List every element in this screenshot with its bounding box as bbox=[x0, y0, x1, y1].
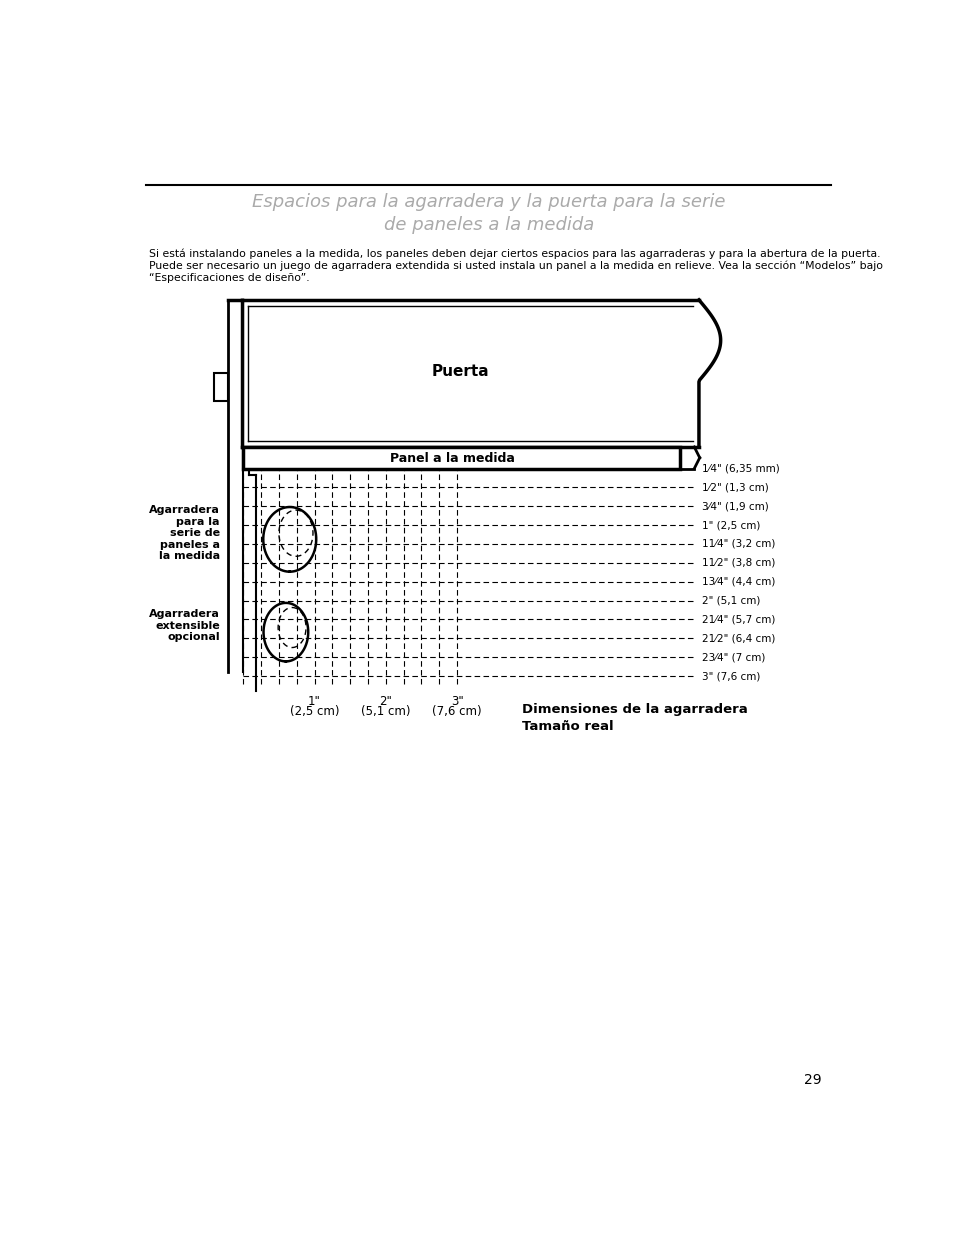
Text: 3": 3" bbox=[451, 694, 463, 708]
Text: 11⁄4" (3,2 cm): 11⁄4" (3,2 cm) bbox=[701, 538, 775, 550]
Text: 21⁄2" (6,4 cm): 21⁄2" (6,4 cm) bbox=[701, 634, 775, 643]
Text: Si está instalando paneles a la medida, los paneles deben dejar ciertos espacios: Si está instalando paneles a la medida, … bbox=[149, 248, 882, 283]
Bar bbox=[213, 373, 228, 401]
Text: (2,5 cm): (2,5 cm) bbox=[290, 705, 339, 719]
Bar bbox=[243, 447, 679, 468]
Text: 1⁄4" (6,35 mm): 1⁄4" (6,35 mm) bbox=[701, 463, 779, 473]
Text: (7,6 cm): (7,6 cm) bbox=[432, 705, 481, 719]
Text: Agarradera
extensible
opcional: Agarradera extensible opcional bbox=[149, 609, 220, 642]
Text: (5,1 cm): (5,1 cm) bbox=[361, 705, 410, 719]
Text: 11⁄2" (3,8 cm): 11⁄2" (3,8 cm) bbox=[701, 558, 775, 568]
Text: 23⁄4" (7 cm): 23⁄4" (7 cm) bbox=[701, 652, 764, 662]
Text: Panel a la medida: Panel a la medida bbox=[390, 452, 515, 466]
Text: Dimensiones de la agarradera
Tamaño real: Dimensiones de la agarradera Tamaño real bbox=[521, 703, 747, 732]
Text: 1": 1" bbox=[308, 694, 320, 708]
Text: Agarradera
para la
serie de
paneles a
la medida: Agarradera para la serie de paneles a la… bbox=[149, 505, 220, 562]
Text: 21⁄4" (5,7 cm): 21⁄4" (5,7 cm) bbox=[701, 615, 775, 625]
Text: 29: 29 bbox=[803, 1073, 821, 1087]
Text: Puerta: Puerta bbox=[431, 364, 489, 379]
Text: 1" (2,5 cm): 1" (2,5 cm) bbox=[701, 520, 760, 530]
Text: Espacios para la agarradera y la puerta para la serie
de paneles a la medida: Espacios para la agarradera y la puerta … bbox=[252, 193, 725, 235]
Text: 2": 2" bbox=[379, 694, 392, 708]
Text: 3" (7,6 cm): 3" (7,6 cm) bbox=[701, 671, 760, 680]
Text: 1⁄2" (1,3 cm): 1⁄2" (1,3 cm) bbox=[701, 483, 768, 493]
Text: 13⁄4" (4,4 cm): 13⁄4" (4,4 cm) bbox=[701, 577, 775, 587]
Text: 2" (5,1 cm): 2" (5,1 cm) bbox=[701, 595, 760, 605]
Text: 3⁄4" (1,9 cm): 3⁄4" (1,9 cm) bbox=[701, 501, 768, 511]
